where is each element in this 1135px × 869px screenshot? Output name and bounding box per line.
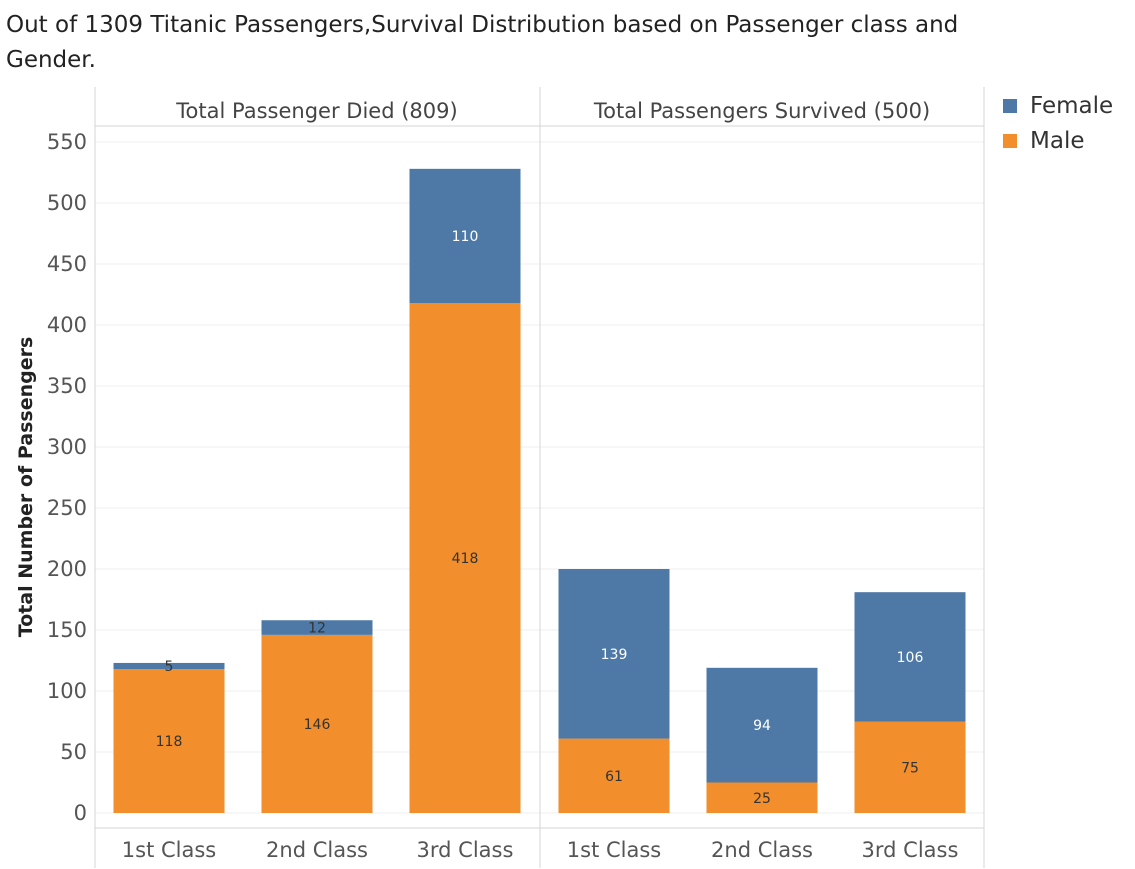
y-tick-label: 400	[47, 313, 87, 337]
bar-segment-female[interactable]	[113, 662, 225, 670]
x-tick-label: 2nd Class	[711, 838, 813, 862]
legend: Female Male	[1003, 88, 1113, 158]
bar-segment-male[interactable]	[409, 303, 521, 813]
legend-item-male[interactable]: Male	[1003, 123, 1113, 158]
y-tick-label: 450	[47, 252, 87, 276]
x-tick-label: 2nd Class	[266, 838, 368, 862]
x-tick-label: 3rd Class	[862, 838, 959, 862]
y-tick-label: 0	[74, 801, 87, 825]
y-tick-label: 250	[47, 496, 87, 520]
x-tick-label: 3rd Class	[417, 838, 514, 862]
y-tick-label: 550	[47, 130, 87, 154]
y-tick-label: 200	[47, 557, 87, 581]
data-label: 5	[165, 659, 174, 675]
bar-segment-male[interactable]	[558, 738, 670, 813]
legend-item-female[interactable]: Female	[1003, 88, 1113, 123]
y-tick-label: 350	[47, 374, 87, 398]
legend-label-male: Male	[1030, 127, 1085, 154]
data-label: 418	[452, 551, 479, 567]
y-tick-label: 150	[47, 618, 87, 642]
panel-title: Total Passengers Survived (500)	[593, 99, 930, 123]
data-label: 110	[452, 229, 479, 245]
data-label: 94	[753, 718, 771, 734]
y-tick-label: 50	[60, 740, 87, 764]
bar-segment-male[interactable]	[706, 782, 818, 814]
panel-title: Total Passenger Died (809)	[175, 99, 457, 123]
bar-segment-male[interactable]	[854, 721, 966, 814]
bar-segment-female[interactable]	[854, 592, 966, 722]
data-label: 118	[156, 734, 183, 750]
data-label: 106	[897, 650, 924, 666]
bar-segment-male[interactable]	[261, 634, 373, 813]
data-label: 139	[601, 647, 628, 663]
data-label: 25	[753, 791, 771, 807]
bar-segment-female[interactable]	[261, 620, 373, 635]
x-tick-label: 1st Class	[567, 838, 661, 862]
data-label: 12	[308, 621, 326, 637]
bar-segment-female[interactable]	[558, 569, 670, 739]
x-tick-label: 1st Class	[122, 838, 216, 862]
legend-label-female: Female	[1030, 92, 1114, 119]
legend-swatch-male	[1003, 133, 1017, 148]
chart-title: Out of 1309 Titanic Passengers,Survival …	[6, 12, 959, 73]
data-label: 75	[901, 760, 919, 776]
y-axis-title: Total Number of Passengers	[15, 337, 37, 638]
y-tick-label: 500	[47, 191, 87, 215]
y-tick-label: 300	[47, 435, 87, 459]
bar-segment-female[interactable]	[409, 168, 521, 304]
y-tick-label: 100	[47, 679, 87, 703]
bar-segment-male[interactable]	[113, 669, 225, 813]
data-label: 146	[304, 717, 331, 733]
legend-swatch-female	[1003, 98, 1017, 113]
data-label: 61	[605, 769, 623, 785]
bar-segment-female[interactable]	[706, 667, 818, 783]
